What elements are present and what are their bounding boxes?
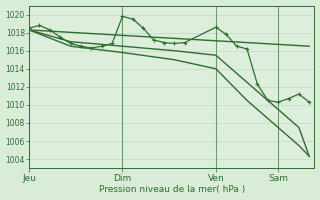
X-axis label: Pression niveau de la mer( hPa ): Pression niveau de la mer( hPa ) (99, 185, 245, 194)
